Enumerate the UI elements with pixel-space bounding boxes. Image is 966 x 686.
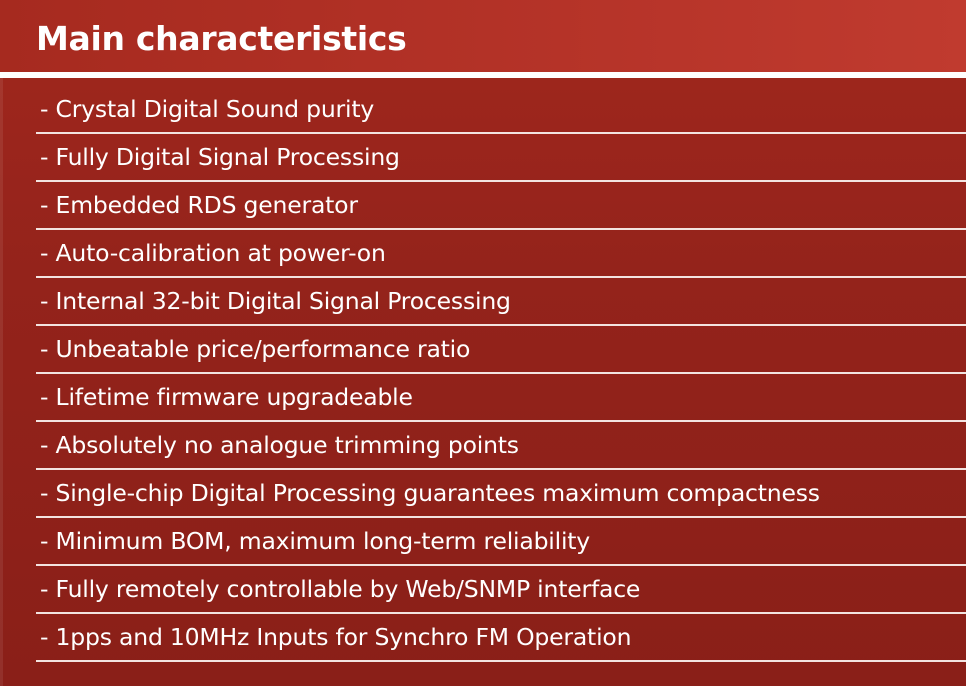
list-item: - Absolutely no analogue trimming points (36, 422, 966, 470)
list-item-text: - Single-chip Digital Processing guarant… (40, 479, 820, 507)
section-header: Main characteristics (0, 0, 966, 72)
list-item: - Fully Digital Signal Processing (36, 134, 966, 182)
section-title: Main characteristics (36, 19, 407, 58)
list-item: - Internal 32-bit Digital Signal Process… (36, 278, 966, 326)
list-item: - Lifetime firmware upgradeable (36, 374, 966, 422)
list-item: - 1pps and 10MHz Inputs for Synchro FM O… (36, 614, 966, 662)
list-item-text: - Embedded RDS generator (40, 191, 358, 219)
list-item-text: - Internal 32-bit Digital Signal Process… (40, 287, 511, 315)
list-item-text: - Lifetime firmware upgradeable (40, 383, 413, 411)
panel-left-edge (0, 78, 3, 686)
list-item: - Unbeatable price/performance ratio (36, 326, 966, 374)
list-item-text: - Crystal Digital Sound purity (40, 95, 375, 123)
list-item-text: - Fully remotely controllable by Web/SNM… (40, 575, 641, 603)
list-item: - Fully remotely controllable by Web/SNM… (36, 566, 966, 614)
list-item-text: - Absolutely no analogue trimming points (40, 431, 519, 459)
list-item: - Single-chip Digital Processing guarant… (36, 470, 966, 518)
list-item: - Minimum BOM, maximum long-term reliabi… (36, 518, 966, 566)
list-item: - Auto-calibration at power-on (36, 230, 966, 278)
characteristics-list: - Crystal Digital Sound purity - Fully D… (36, 86, 966, 662)
list-item-text: - Minimum BOM, maximum long-term reliabi… (40, 527, 590, 555)
list-item: - Crystal Digital Sound purity (36, 86, 966, 134)
list-item-text: - 1pps and 10MHz Inputs for Synchro FM O… (40, 623, 632, 651)
list-item: - Embedded RDS generator (36, 182, 966, 230)
list-item-text: - Fully Digital Signal Processing (40, 143, 400, 171)
list-item-text: - Unbeatable price/performance ratio (40, 335, 471, 363)
header-divider (0, 72, 966, 78)
list-item-text: - Auto-calibration at power-on (40, 239, 386, 267)
